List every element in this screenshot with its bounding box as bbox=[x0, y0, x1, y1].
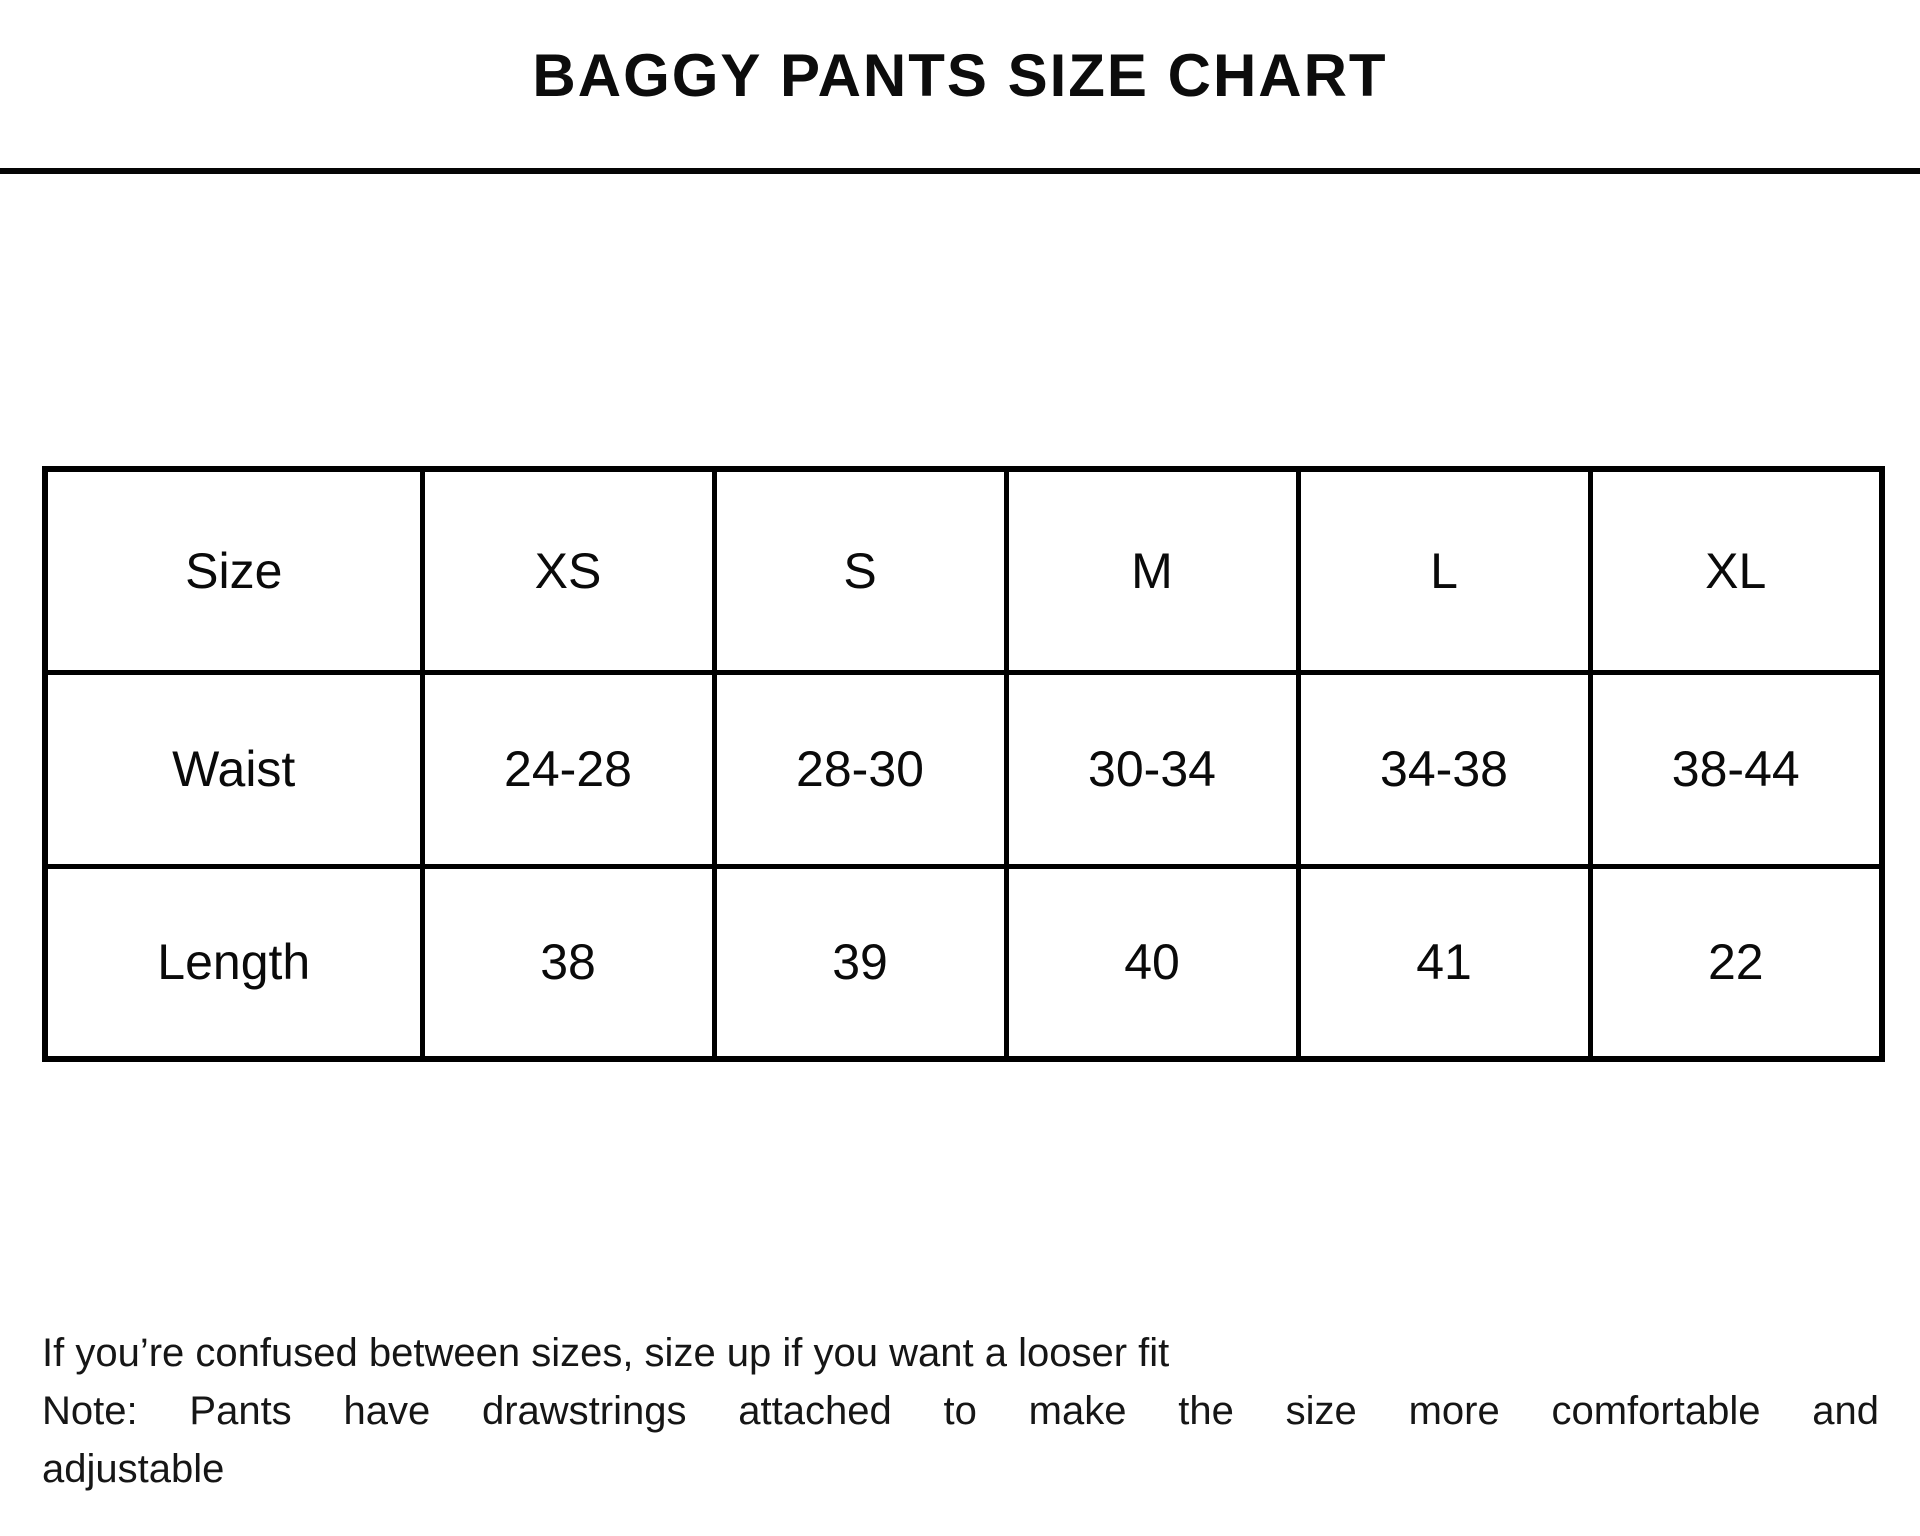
size-row-label: Size bbox=[42, 466, 425, 675]
title-divider bbox=[0, 168, 1920, 174]
size-cell-l: L bbox=[1295, 466, 1593, 675]
size-cell-m: M bbox=[1003, 466, 1301, 675]
page-title: BAGGY PANTS SIZE CHART bbox=[532, 42, 1388, 109]
waist-cell-xl: 38-44 bbox=[1587, 669, 1885, 869]
length-cell-xl: 22 bbox=[1587, 863, 1885, 1062]
waist-cell-xs: 24-28 bbox=[419, 669, 717, 869]
length-cell-m: 40 bbox=[1003, 863, 1301, 1062]
length-cell-l: 41 bbox=[1295, 863, 1593, 1062]
waist-cell-s: 28-30 bbox=[711, 669, 1009, 869]
sizing-tip-text: If you’re confused between sizes, size u… bbox=[42, 1331, 1170, 1375]
table-row-length: Length 38 39 40 41 22 bbox=[42, 863, 1885, 1062]
drawstring-note-line-1: Note: Pants have drawstrings attached to… bbox=[42, 1389, 1879, 1433]
waist-cell-l: 34-38 bbox=[1295, 669, 1593, 869]
drawstring-note-line-2: adjustable bbox=[42, 1447, 225, 1491]
size-cell-xl: XL bbox=[1587, 466, 1885, 675]
length-row-label: Length bbox=[42, 863, 425, 1062]
waist-cell-m: 30-34 bbox=[1003, 669, 1301, 869]
size-chart-table: Size XS S M L XL Waist 24-28 28-30 30-34… bbox=[42, 466, 1885, 1062]
footer-notes: If you’re confused between sizes, size u… bbox=[42, 1324, 1879, 1498]
size-cell-xs: XS bbox=[419, 466, 717, 675]
table-row-waist: Waist 24-28 28-30 30-34 34-38 38-44 bbox=[42, 669, 1885, 869]
length-cell-xs: 38 bbox=[419, 863, 717, 1062]
table-row-size: Size XS S M L XL bbox=[42, 466, 1885, 675]
size-cell-s: S bbox=[711, 466, 1009, 675]
length-cell-s: 39 bbox=[711, 863, 1009, 1062]
waist-row-label: Waist bbox=[42, 669, 425, 869]
